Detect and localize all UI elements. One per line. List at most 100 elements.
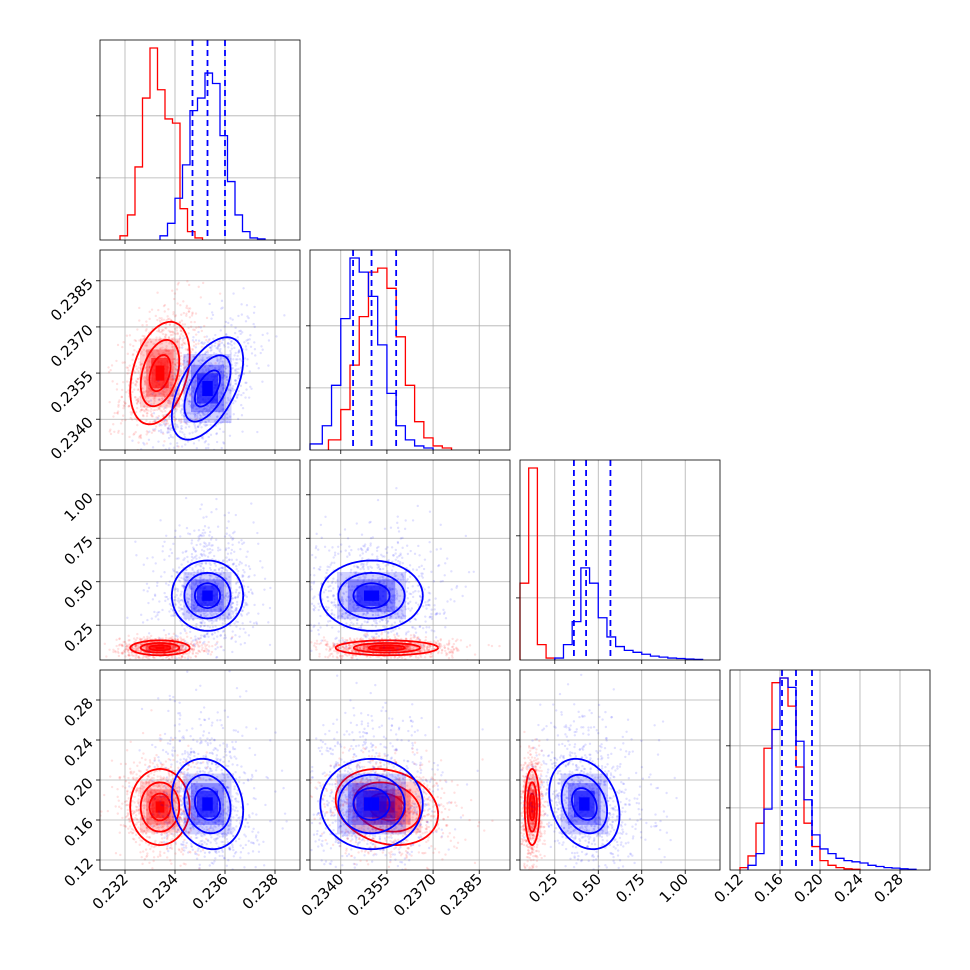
scatter-point: [182, 648, 185, 652]
scatter-point: [179, 370, 182, 373]
scatter-point: [174, 587, 178, 590]
scatter-point: [220, 600, 224, 604]
scatter-point: [195, 326, 198, 329]
scatter-point: [186, 280, 189, 283]
scatter-point: [221, 384, 225, 387]
histogram-series: [747, 677, 917, 870]
scatter-point: [200, 452, 202, 454]
scatter-point: [146, 646, 150, 649]
scatter-point: [229, 352, 233, 355]
scatter-point: [142, 636, 146, 639]
scatter-point: [210, 403, 213, 407]
scatter-point: [118, 637, 121, 641]
scatter-point: [252, 521, 255, 524]
scatter-point: [167, 436, 171, 440]
scatter-point: [423, 648, 426, 651]
scatter-point: [244, 631, 247, 634]
scatter-point: [371, 613, 375, 617]
scatter-point: [404, 519, 407, 522]
scatter-point: [200, 426, 203, 429]
scatter-point: [192, 390, 195, 393]
scatter-point: [145, 648, 149, 651]
scatter-point: [189, 598, 192, 601]
scatter-point: [395, 486, 398, 490]
scatter-point: [434, 636, 438, 639]
scatter-point: [183, 355, 186, 359]
scatter-point: [145, 442, 149, 445]
scatter-point: [220, 341, 224, 345]
scatter-point: [214, 367, 217, 370]
scatter-point: [158, 336, 161, 339]
scatter-point: [440, 649, 444, 652]
scatter-point: [426, 644, 429, 647]
contour-line: [139, 338, 181, 408]
scatter-point: [178, 524, 181, 527]
scatter-point: [198, 640, 202, 644]
scatter-point: [455, 646, 458, 650]
scatter-point: [216, 646, 219, 649]
scatter-point: [412, 647, 415, 650]
scatter-point: [190, 406, 193, 409]
scatter-point: [182, 361, 186, 364]
scatter-point: [157, 440, 160, 443]
scatter-point: [164, 326, 167, 330]
scatter-point: [153, 355, 156, 358]
scatter-point: [150, 308, 154, 311]
scatter-point: [336, 652, 339, 655]
scatter-point: [230, 548, 234, 552]
scatter-point: [132, 433, 135, 436]
scatter-point: [171, 378, 175, 382]
scatter-point: [245, 613, 249, 616]
scatter-point: [114, 649, 117, 653]
scatter-point: [224, 594, 227, 597]
scatter-point: [340, 656, 343, 659]
scatter-point: [183, 656, 187, 659]
scatter-point: [255, 621, 258, 624]
scatter-point: [224, 367, 227, 370]
scatter-point: [161, 637, 164, 640]
scatter-point: [380, 553, 383, 557]
scatter-point: [146, 557, 149, 560]
scatter-point: [248, 567, 252, 571]
scatter-point: [145, 389, 148, 393]
scatter-point: [362, 544, 365, 548]
scatter-point: [179, 404, 183, 407]
scatter-point: [216, 357, 219, 361]
scatter-point: [181, 655, 184, 658]
scatter-point: [189, 605, 192, 609]
scatter-point: [123, 361, 126, 364]
scatter-point: [143, 381, 147, 384]
scatter-point: [201, 359, 204, 362]
scatter-point: [184, 386, 188, 389]
scatter-point: [169, 435, 173, 439]
scatter-point: [231, 591, 234, 595]
scatter-point: [184, 348, 187, 351]
scatter-point: [166, 413, 169, 416]
scatter-point: [134, 365, 138, 368]
scatter-point: [362, 647, 365, 651]
scatter-point: [217, 343, 221, 347]
scatter-point: [260, 345, 263, 348]
scatter-point: [175, 570, 178, 574]
scatter-point: [221, 560, 225, 563]
scatter-point: [222, 442, 226, 445]
scatter-point: [215, 642, 218, 645]
scatter-point: [150, 617, 154, 620]
scatter-point: [210, 622, 214, 625]
scatter-point: [133, 349, 136, 352]
scatter-point: [171, 330, 174, 334]
scatter-point: [447, 642, 451, 646]
scatter-point: [191, 431, 194, 434]
scatter-point: [122, 404, 125, 407]
scatter-point: [166, 422, 169, 425]
scatter-point: [375, 636, 378, 639]
scatter-point: [206, 340, 209, 344]
scatter-point: [240, 539, 243, 542]
scatter-point: [239, 627, 242, 631]
scatter-point: [444, 562, 447, 565]
scatter-point: [191, 618, 195, 621]
scatter-point: [247, 575, 250, 579]
scatter-point: [365, 644, 369, 648]
scatter-point: [389, 614, 393, 618]
scatter-point: [205, 369, 208, 372]
